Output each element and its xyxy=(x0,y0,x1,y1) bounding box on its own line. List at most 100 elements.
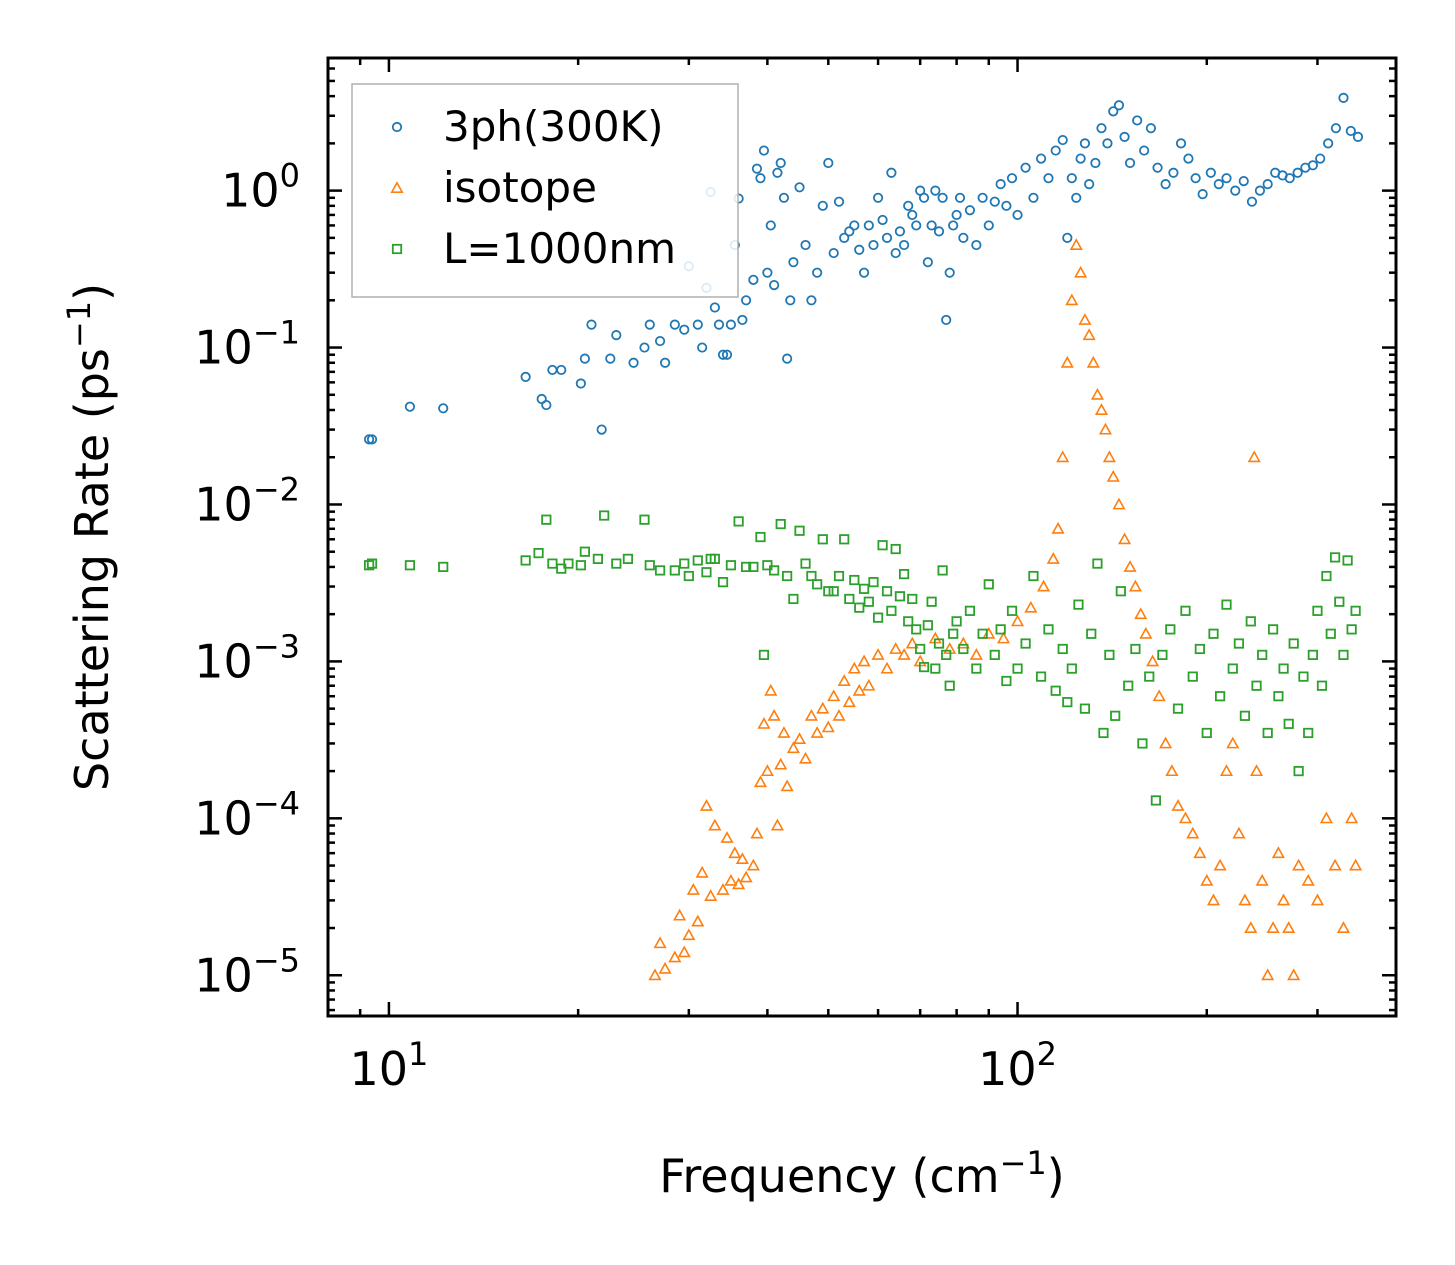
data-point-square xyxy=(907,593,918,605)
data-point-circle xyxy=(1238,175,1249,187)
data-point-circle xyxy=(823,157,834,169)
data-point-square xyxy=(1180,605,1191,616)
data-point-circle xyxy=(922,257,933,268)
data-point-circle xyxy=(886,167,897,178)
data-point-triangle xyxy=(724,873,738,886)
data-point-circle xyxy=(903,200,914,211)
plot-area-frame xyxy=(326,56,1398,1018)
data-point-triangle xyxy=(857,654,871,667)
data-point-circle xyxy=(762,267,773,278)
data-point-square xyxy=(1073,599,1084,610)
data-point-square xyxy=(911,624,922,635)
data-point-square xyxy=(404,560,416,571)
data-point-circle xyxy=(863,220,874,231)
data-point-circle xyxy=(1284,173,1295,184)
data-point-circle xyxy=(958,232,969,243)
data-point-square xyxy=(941,649,952,661)
data-point-circle xyxy=(794,182,805,193)
data-point-triangle xyxy=(1159,736,1173,749)
data-point-square xyxy=(886,605,897,616)
data-point-triangle xyxy=(739,870,753,883)
data-point-circle xyxy=(1352,131,1364,142)
data-point-triangle xyxy=(871,648,885,660)
data-point-triangle xyxy=(764,683,778,696)
data-point-circle xyxy=(520,371,531,383)
data-point-square xyxy=(1172,703,1184,714)
data-point-circle xyxy=(628,357,639,368)
data-point-circle xyxy=(1190,173,1201,184)
data-point-square xyxy=(1338,649,1349,661)
data-point-circle xyxy=(1175,138,1187,149)
data-point-square xyxy=(1273,691,1284,702)
data-point-triangle xyxy=(1261,968,1275,981)
data-point-triangle xyxy=(1247,450,1261,463)
data-point-triangle xyxy=(1056,450,1070,463)
data-point-circle xyxy=(1124,157,1136,169)
data-point-square xyxy=(1057,643,1068,655)
data-point-triangle xyxy=(1086,355,1100,368)
data-point-triangle xyxy=(708,818,722,831)
data-point-circle xyxy=(1315,153,1326,164)
data-point-triangle xyxy=(691,914,705,927)
data-point-square xyxy=(1303,727,1314,739)
legend: 3ph(300K) isotope L=1000nm xyxy=(351,83,739,298)
data-point-circle xyxy=(983,220,994,231)
data-point-triangle xyxy=(1310,893,1325,906)
data-point-triangle xyxy=(1277,893,1291,906)
data-point-circle xyxy=(692,319,703,330)
data-point-circle xyxy=(717,349,729,360)
data-point-circle xyxy=(858,267,870,278)
data-point-square xyxy=(1115,586,1126,597)
data-point-circle xyxy=(404,401,416,412)
y-tick-label: 10−1 xyxy=(194,314,300,375)
data-point-circle xyxy=(709,302,720,313)
data-point-square xyxy=(863,596,874,607)
data-point-circle xyxy=(1145,123,1157,134)
data-point-circle xyxy=(1090,157,1101,169)
data-point-triangle xyxy=(780,779,794,792)
data-point-square xyxy=(812,579,823,590)
data-point-triangle xyxy=(969,648,983,660)
data-point-square xyxy=(1194,643,1205,655)
data-point-square xyxy=(1267,624,1279,635)
axis-ticks xyxy=(326,56,1398,1016)
data-point-triangle xyxy=(686,883,700,895)
series-layer xyxy=(364,92,1364,981)
data-point-triangle xyxy=(1213,858,1227,871)
data-point-circle xyxy=(659,357,671,368)
data-point-square xyxy=(644,560,655,571)
data-point-circle xyxy=(1132,115,1143,126)
data-point-triangle xyxy=(1232,826,1246,839)
y-axis-title: Scattering Rate (ps−1) xyxy=(60,283,119,791)
data-point-square xyxy=(683,570,694,582)
data-point-square xyxy=(877,540,888,551)
data-point-circle xyxy=(1028,192,1039,203)
data-point-square xyxy=(1062,697,1073,708)
data-point-triangle xyxy=(1266,921,1280,933)
data-point-circle xyxy=(737,314,748,326)
data-point-triangle xyxy=(777,726,791,738)
data-point-square xyxy=(948,628,959,639)
data-point-triangle xyxy=(1152,689,1166,702)
data-point-square xyxy=(937,565,948,576)
data-point-triangle xyxy=(880,661,894,674)
data-point-circle xyxy=(788,257,799,268)
data-point-circle xyxy=(1152,162,1163,173)
data-point-square xyxy=(1233,638,1245,649)
data-point-triangle xyxy=(1134,607,1148,620)
data-point-square xyxy=(849,574,860,586)
data-point-square xyxy=(717,577,729,588)
data-point-square xyxy=(366,558,378,569)
data-point-triangle xyxy=(1139,626,1153,639)
data-point-triangle xyxy=(1165,764,1179,777)
data-point-triangle xyxy=(1051,521,1065,534)
data-point-triangle xyxy=(704,889,718,901)
data-point-circle xyxy=(854,244,865,255)
data-point-square xyxy=(520,555,531,566)
data-point-triangle xyxy=(1078,313,1092,325)
data-point-circle xyxy=(1292,167,1303,178)
data-point-circle xyxy=(839,232,850,243)
data-point-circle xyxy=(541,399,552,411)
data-point-circle xyxy=(806,295,817,306)
data-point-square xyxy=(782,570,793,582)
